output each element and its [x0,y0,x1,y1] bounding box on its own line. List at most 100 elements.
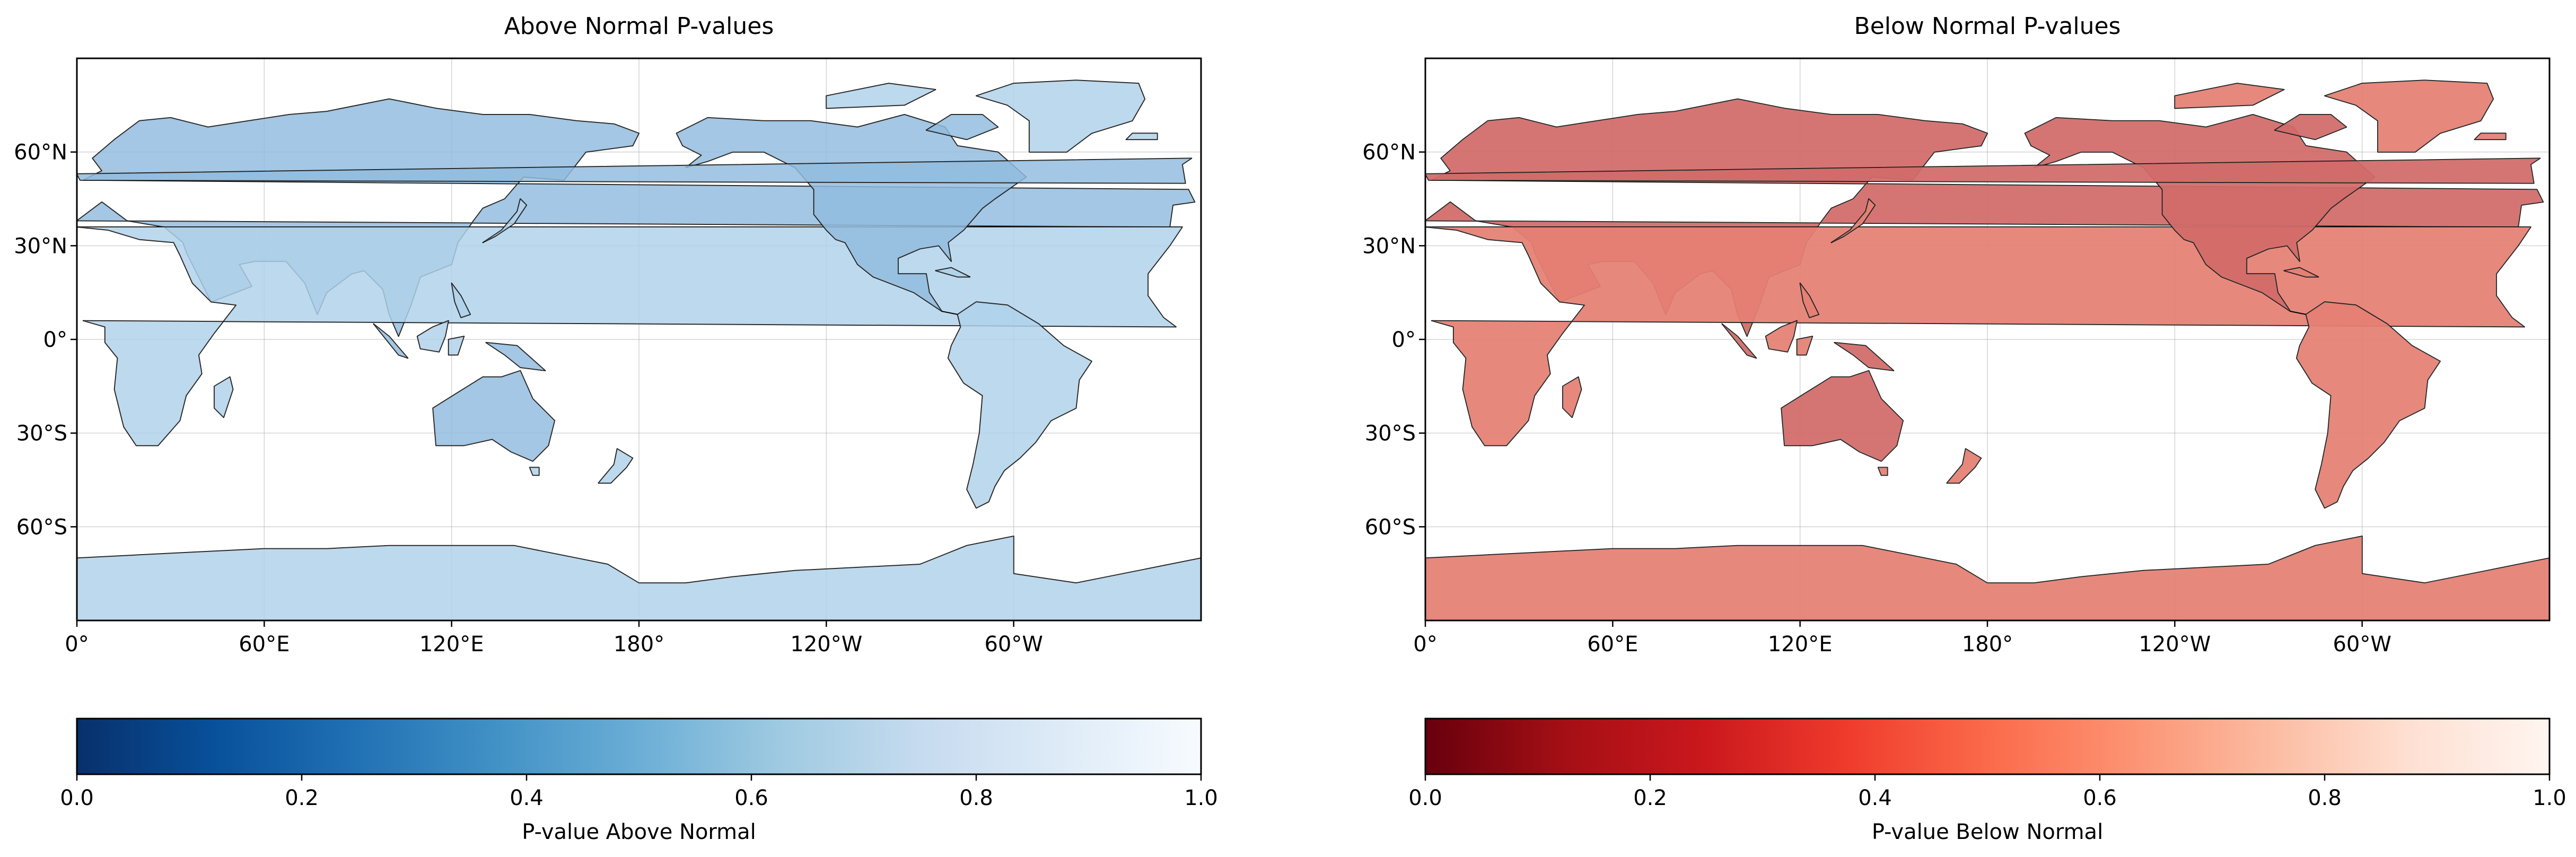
landmass-texture [1834,342,1894,371]
colorbar-tick-label: 0.0 [60,786,94,810]
landmass [976,80,1145,153]
landmass-texture [1201,80,1369,152]
colorbar-tick-label: 0.2 [285,786,319,810]
colorbar-gradient [76,718,1202,775]
colorbar-tick-label: 1.0 [2533,786,2566,810]
landmass [529,467,540,476]
y-tick-label: 60°N [1362,141,1416,165]
landmass [373,323,409,359]
landmass [1781,370,1904,462]
y-tick-label: 30°S [1365,422,1416,446]
landmass-texture [1425,99,2544,337]
landmass [1351,133,1382,139]
landmass [451,283,471,318]
landmass [1425,158,2541,184]
colorbar-tick-label: 0.8 [2308,786,2342,810]
x-tick-label: 180° [1962,632,2013,657]
x-tick-label: 180° [614,632,664,657]
landmass [77,158,1193,184]
landmass [935,267,971,278]
y-tick-label: 60°S [1365,515,1416,539]
x-tick-label: 120°W [2139,632,2211,657]
landmass [1830,198,1876,243]
landmass [1425,536,2549,620]
landmass-texture [214,377,233,418]
colorbar-tick-label: 1.0 [1184,786,1218,810]
colorbar-label: P-value Below Normal [1872,820,2103,844]
landmass-texture [483,199,527,243]
landmass-texture [976,80,1145,152]
landmass [2296,301,2441,509]
landmass-texture [448,336,465,355]
landmass [2,133,33,139]
landmass [948,301,1092,509]
landmass-texture [2274,115,2347,140]
landmass [0,536,77,627]
y-tick-label: 0° [1392,328,1416,352]
landmass-texture [935,267,970,277]
landmass-texture [1722,323,1757,358]
colorbar-tick-label: 0.2 [1633,786,1667,810]
landmass-texture [2175,83,2284,109]
landmass-texture [0,536,77,627]
landmass [448,336,465,356]
x-tick-label: 120°E [419,632,484,657]
landmass-texture [451,283,470,318]
y-tick-label: 30°N [14,234,67,258]
landmass-texture [2,133,33,139]
map-axis-ticks: 0° 60°E 120°E 180° 120°W 60°W 60°N 30°N 0° 30°S 60… [14,141,1043,657]
colorbar-below: 0.0 0.2 0.4 0.6 0.8 1.0 P-value Below Normal [1408,718,2566,844]
landmass [1562,376,1582,418]
landmass [2274,114,2347,141]
x-tick-label: 0° [65,632,89,657]
panel-title: Below Normal P-values [1854,13,2121,40]
landmass-texture [2474,133,2506,140]
x-tick-label: 60°W [984,632,1042,657]
x-tick-label: 60°E [1587,632,1638,657]
colorbar-ticks: 0.0 0.2 0.4 0.6 0.8 1.0 [1408,774,2566,810]
x-tick-label: 120°W [790,632,862,657]
map-axis-ticks: 0° 60°E 120°E 180° 120°W 60°W 60°N 30°N 0° 30°S 60… [1362,141,2391,657]
landmass [1125,133,1158,141]
landmass-texture [417,320,449,352]
y-tick-label: 60°N [14,141,67,165]
landmass [416,320,449,353]
x-tick-label: 0° [1413,632,1437,657]
land-p-values [0,80,1201,627]
landmass-texture [1878,467,1888,476]
landmass-texture [433,370,555,461]
landmass-texture [77,536,1201,620]
landmass-texture [1831,199,1875,243]
landmass [1877,467,1888,476]
landmass-texture [1765,320,1797,352]
landmass [826,83,936,109]
landmass-texture [2297,302,2440,508]
landmass-texture [1351,133,1382,139]
colorbar-above: 0.0 0.2 0.4 0.6 0.8 1.0 P-value Above Normal [60,718,1218,844]
colorbar-ticks: 0.0 0.2 0.4 0.6 0.8 1.0 [60,774,1218,810]
colorbar-gradient [1424,718,2551,775]
landmass-texture [1425,158,2540,183]
landmass-texture [529,467,539,476]
landmass [2174,83,2285,109]
landmass [1796,336,1813,356]
landmass-texture [373,323,408,358]
land-p-values [1201,80,2549,620]
landmass [2324,80,2494,153]
y-tick-label: 30°S [16,422,67,446]
below-normal-panel: Below Normal P-values 0° 60°E 120°E 180° 120… [1201,13,2566,844]
y-tick-label: 30°N [1362,234,1416,258]
colorbar-tick-label: 0.4 [510,786,544,810]
landmass-texture [948,302,1092,508]
colorbar-tick-label: 0.8 [959,786,993,810]
landmass-texture [598,449,633,483]
x-tick-label: 60°E [239,632,290,657]
y-tick-label: 0° [43,328,67,352]
landmass [77,536,1201,620]
landmass-texture [1126,133,1158,140]
landmass [1721,323,1757,359]
landmass [598,448,634,484]
landmass [1834,342,1895,371]
landmass-texture [2325,80,2493,152]
landmass [1201,80,1369,152]
